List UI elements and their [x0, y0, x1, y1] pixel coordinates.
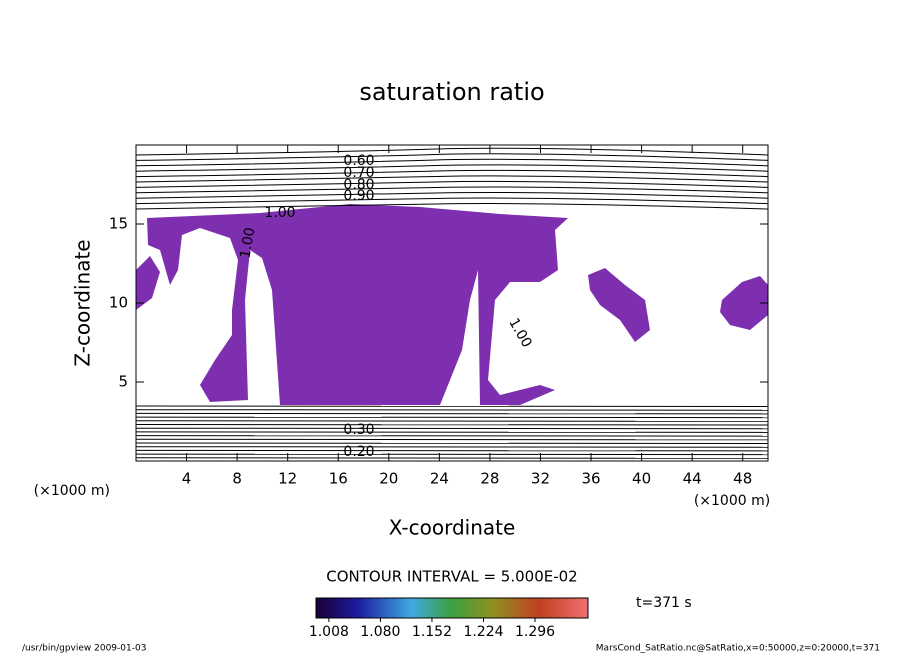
- contour-label: 1.00: [505, 316, 534, 351]
- chart-title: saturation ratio: [359, 78, 544, 106]
- contour-line: [135, 431, 769, 433]
- contour-line: [135, 442, 769, 444]
- colorbar-tick-label: 1.008: [309, 624, 349, 640]
- y-tick-label: 10: [109, 294, 128, 312]
- region: [588, 268, 650, 342]
- contour-label: 0.60: [343, 153, 374, 169]
- contour-label: 0.30: [343, 422, 374, 438]
- contour-line: [135, 186, 769, 194]
- x-tick-label: 20: [379, 470, 398, 488]
- contour-line: [135, 191, 769, 199]
- x-tick-label: 16: [329, 470, 348, 488]
- contour-label: 1.00: [264, 205, 295, 221]
- x-tick-label: 4: [182, 470, 192, 488]
- contour-line: [135, 153, 769, 161]
- footer-right: MarsCond_SatRatio.nc@SatRatio,x=0:50000,…: [596, 644, 880, 654]
- contour-line: [135, 449, 769, 452]
- contour-line: [135, 424, 769, 426]
- x-unit: (×1000 m): [694, 493, 770, 509]
- contour-label: 0.70: [343, 165, 374, 181]
- x-tick-label: 32: [531, 470, 550, 488]
- colorbar-tick-label: 1.296: [515, 624, 555, 640]
- contour-line: [135, 420, 769, 422]
- contour-line: [135, 409, 769, 411]
- footer-left: /usr/bin/gpview 2009-01-03: [22, 644, 146, 654]
- y-tick-label: 5: [118, 373, 128, 391]
- contour-line: [135, 203, 769, 210]
- contour-line: [135, 435, 769, 437]
- time-label: t=371 s: [636, 595, 692, 611]
- contour-line: [135, 164, 769, 172]
- contour-line: [135, 438, 769, 441]
- y-axis-title: Z-coordinate: [71, 239, 95, 366]
- contour-line: [135, 457, 769, 459]
- region: [136, 256, 160, 310]
- contour-label: 0.20: [343, 444, 374, 460]
- x-tick-label: 12: [278, 470, 297, 488]
- contour-line: [135, 147, 769, 156]
- contour-line: [135, 416, 769, 419]
- contour-interval: CONTOUR INTERVAL = 5.000E-02: [326, 568, 577, 586]
- region: [720, 276, 768, 330]
- contour-line: [135, 412, 769, 415]
- x-tick-label: 40: [632, 470, 651, 488]
- colorbar-tick-label: 1.152: [412, 624, 452, 640]
- contour-label: 1.00: [237, 226, 258, 259]
- x-tick-label: 48: [733, 470, 752, 488]
- x-axis-title: X-coordinate: [389, 516, 516, 540]
- contour-label: 0.80: [343, 177, 374, 193]
- region: [147, 204, 568, 405]
- contour-line: [135, 180, 769, 188]
- contour-line: [135, 427, 769, 430]
- contour-line: [135, 446, 769, 448]
- contour-lines: [135, 147, 769, 459]
- x-tick-label: 24: [430, 470, 449, 488]
- colorbar-tick-label: 1.080: [360, 624, 400, 640]
- saturated-region: [136, 204, 768, 405]
- contour-line: [135, 169, 769, 178]
- y-unit: (×1000 m): [34, 483, 110, 499]
- x-tick-label: 28: [480, 470, 499, 488]
- contour-line: [135, 175, 769, 183]
- contour-line: [135, 405, 769, 407]
- x-tick-label: 8: [232, 470, 242, 488]
- contour-line: [135, 453, 769, 456]
- x-tick-label: 36: [581, 470, 600, 488]
- colorbar: [315, 597, 589, 619]
- colorbar-tick-label: 1.224: [463, 624, 503, 640]
- contour-line: [135, 158, 769, 167]
- x-tick-label: 44: [683, 470, 702, 488]
- contour-label: 0.90: [343, 188, 374, 204]
- y-tick-label: 15: [109, 215, 128, 233]
- contour-line: [135, 197, 769, 205]
